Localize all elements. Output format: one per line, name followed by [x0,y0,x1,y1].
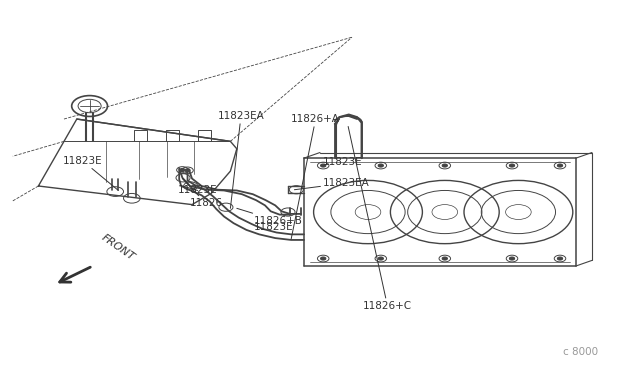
Text: 11826+A: 11826+A [291,114,340,239]
Text: 11826: 11826 [182,179,223,208]
Circle shape [557,257,563,260]
Circle shape [321,257,326,260]
Circle shape [180,169,185,171]
Text: c 8000: c 8000 [563,347,598,357]
Text: 11823E: 11823E [178,186,218,195]
Circle shape [321,164,326,167]
Text: 11823E: 11823E [323,157,363,167]
Circle shape [378,257,383,260]
Text: 11823E: 11823E [63,156,118,190]
Circle shape [378,164,383,167]
Text: FRONT: FRONT [99,232,136,262]
Text: 11823EA: 11823EA [294,178,370,190]
Circle shape [442,164,447,167]
Text: 11823E: 11823E [253,222,293,232]
Text: 11823EA: 11823EA [218,111,264,208]
Circle shape [557,164,563,167]
Text: 11826+C: 11826+C [348,126,412,311]
Circle shape [442,257,447,260]
Text: 11826+B: 11826+B [237,208,302,226]
Circle shape [509,164,515,167]
Circle shape [509,257,515,260]
Circle shape [185,169,190,172]
